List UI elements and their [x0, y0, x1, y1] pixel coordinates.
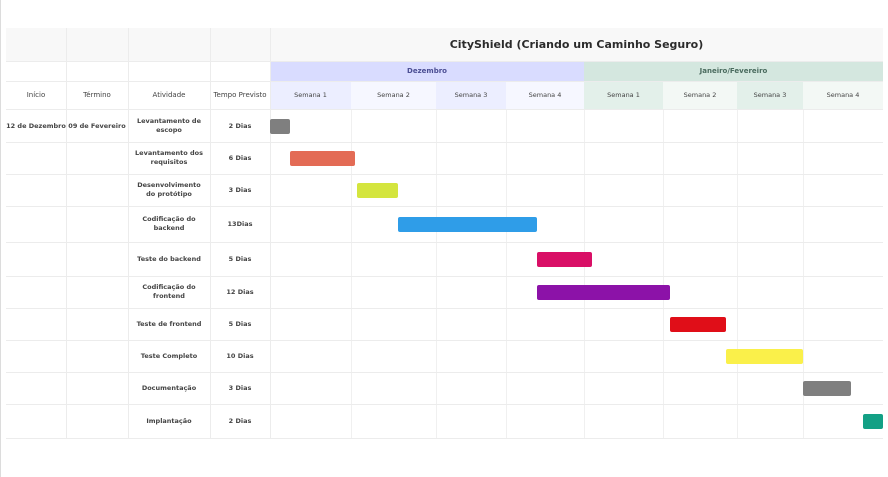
grid-line-horizontal [6, 242, 883, 243]
grid-line-vertical [66, 28, 67, 438]
grid-line-vertical [210, 28, 211, 438]
gantt-bar[interactable] [397, 216, 538, 232]
task-duration: 3 Dias [228, 383, 252, 392]
column-header-inicio: Início [26, 91, 46, 99]
gantt-bar[interactable] [863, 413, 883, 429]
week-header-7: Semana 3 [737, 82, 803, 109]
column-header-atividade: Atividade [152, 91, 186, 99]
grid-line-horizontal [6, 276, 883, 277]
task-name: Documentação [141, 383, 197, 392]
window-left-edge [0, 0, 1, 477]
chart-title: CityShield (Criando um Caminho Seguro) [449, 38, 704, 51]
gantt-bar[interactable] [725, 348, 803, 364]
task-duration: 13Dias [227, 219, 253, 228]
grid-line-horizontal [6, 308, 883, 309]
grid-line-horizontal [6, 340, 883, 341]
month-header-1: Dezembro [270, 62, 584, 81]
grid-line-horizontal [6, 109, 883, 110]
grid-line-horizontal [6, 142, 883, 143]
week-header-3: Semana 3 [436, 82, 506, 109]
grid-line-horizontal [6, 61, 883, 62]
grid-line-week [351, 110, 352, 438]
task-duration: 10 Dias [226, 351, 254, 360]
task-name: Teste do backend [137, 254, 201, 263]
task-name: Levantamento de escopo [136, 117, 201, 134]
gantt-bar[interactable] [670, 316, 726, 332]
task-duration: 6 Dias [228, 153, 252, 162]
column-header-termino: Término [83, 91, 111, 99]
grid-line-horizontal [6, 81, 883, 82]
task-duration: 5 Dias [228, 319, 252, 328]
grid-line-horizontal [6, 174, 883, 175]
task-name: Desenvolvimento do protótipo [137, 181, 201, 198]
grid-line-week [506, 110, 507, 438]
week-header-1: Semana 1 [270, 82, 351, 109]
grid-line-week [737, 110, 738, 438]
grid-line-horizontal [6, 372, 883, 373]
task-duration: 2 Dias [228, 121, 252, 130]
grid-line-vertical [270, 28, 271, 438]
gantt-bar[interactable] [270, 118, 291, 134]
task-name: Implantação [146, 416, 192, 425]
task-name: Codificação do frontend [142, 283, 196, 300]
gantt-bar[interactable] [537, 284, 671, 300]
task-duration: 3 Dias [228, 185, 252, 194]
start-date: 12 de Dezembro [6, 121, 66, 130]
gantt-bar[interactable] [290, 150, 356, 166]
grid-line-week [436, 110, 437, 438]
week-header-5: Semana 1 [584, 82, 663, 109]
title-band [6, 28, 883, 61]
gantt-bar[interactable] [803, 380, 851, 396]
end-date: 09 de Fevereiro [68, 121, 126, 130]
week-header-6: Semana 2 [663, 82, 737, 109]
task-name: Codificação do backend [142, 215, 196, 232]
column-header-tempo: Tempo Previsto [213, 91, 267, 99]
task-name: Levantamento dos requisitos [135, 149, 203, 166]
grid-line-week [803, 110, 804, 438]
gantt-board: CityShield (Criando um Caminho Seguro) D… [6, 28, 883, 439]
task-duration: 2 Dias [228, 416, 252, 425]
task-duration: 5 Dias [228, 254, 252, 263]
grid-line-horizontal [6, 404, 883, 405]
grid-line-week [663, 110, 664, 438]
task-duration: 12 Dias [226, 287, 254, 296]
week-header-2: Semana 2 [351, 82, 436, 109]
grid-line-horizontal [6, 438, 883, 439]
task-name: Teste de frontend [136, 319, 202, 328]
task-name: Teste Completo [140, 351, 198, 360]
grid-line-week [584, 110, 585, 438]
grid-line-horizontal [6, 206, 883, 207]
gantt-bar[interactable] [537, 251, 592, 267]
gantt-bar[interactable] [356, 182, 398, 198]
week-header-8: Semana 4 [803, 82, 883, 109]
week-header-4: Semana 4 [506, 82, 584, 109]
grid-line-vertical [128, 28, 129, 438]
month-header-2: Janeiro/Fevereiro [584, 62, 883, 81]
